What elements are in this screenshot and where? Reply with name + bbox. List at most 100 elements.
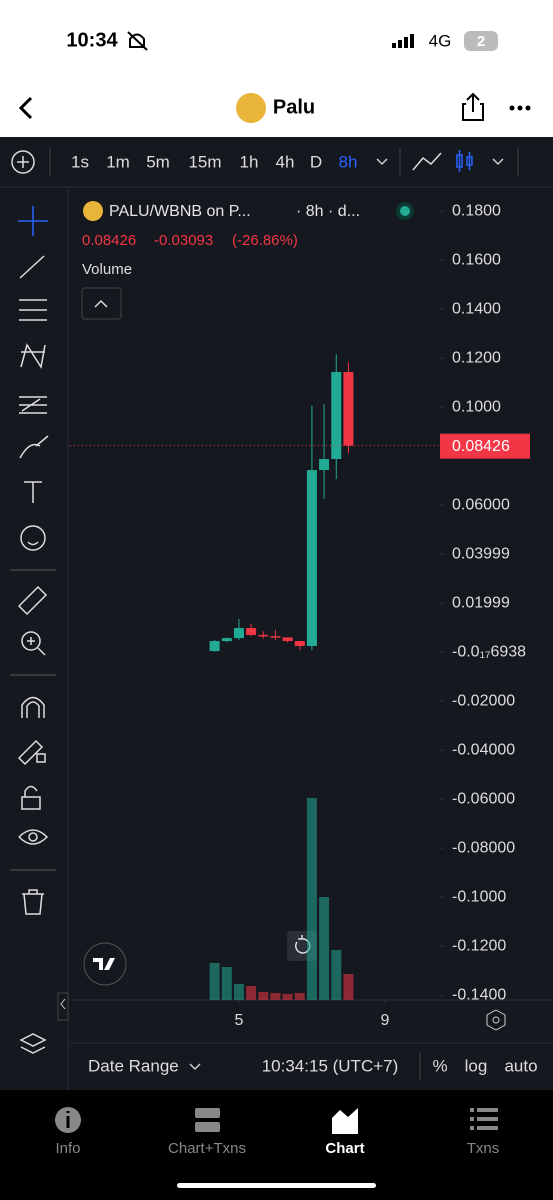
volume-bar [246,986,257,1000]
y-tick-label: -0.02000 [452,692,515,709]
live-dot [400,206,410,216]
top-area [0,0,553,137]
line-chart-button[interactable] [412,152,442,171]
y-tick-label: 0.1400 [452,300,501,317]
y-tick-label: 0.1800 [452,202,501,219]
y-tick-label: 0.06000 [452,496,510,513]
date-range[interactable]: Date Range [88,1056,179,1075]
chart-icon [332,1108,358,1134]
add-indicator-button[interactable] [11,150,35,174]
candle-body [306,470,317,646]
volume-bar [270,993,281,1000]
tab-bar-bg [0,1090,553,1200]
interval-button[interactable]: 1h [240,152,259,171]
y-tick-label: -0.1000 [452,888,506,905]
y-tick-label: -0.08000 [452,839,515,856]
signal-icon [392,34,414,48]
candle-body [331,372,342,460]
y-tick-label: 0.1200 [452,349,501,366]
interval-button[interactable]: 4h [276,152,295,171]
tradingview-mark [93,958,115,970]
chart-type-dropdown[interactable] [492,158,504,166]
candle-body [209,641,220,652]
reset-icon [295,935,311,954]
y-tick-label: -0.1400 [452,986,506,1003]
network: 4G [429,31,452,50]
pair-name: PALU/WBNB on P... [109,203,251,220]
volume-bar [258,992,269,1000]
battery-level: 2 [477,33,485,50]
volume-bar [343,974,354,1000]
last-price-tag [440,433,530,459]
y-tick-label: 0.03999 [452,545,510,562]
txns-icon [470,1108,498,1130]
interval-dropdown[interactable] [376,158,388,166]
price-change: -0.03093 [154,232,213,249]
battery-icon [464,31,498,51]
time: 10:34 [66,29,118,51]
drawing-tools[interactable] [10,206,56,1054]
interval-button[interactable]: 5m [146,152,170,171]
clock: 10:34:15 (UTC+7) [262,1056,399,1075]
log-toggle[interactable]: log [465,1056,488,1075]
sidebar-toggle-arrow [60,998,66,1010]
last-price: 0.08426 [82,232,136,249]
bell-off-icon [127,31,148,51]
y-tick-label: 0.1600 [452,251,501,268]
candle-body [319,459,330,471]
interval-button[interactable]: 15m [188,152,221,171]
chart-txns-icon [195,1108,220,1132]
candle-body [343,372,354,446]
header-title: Palu [273,96,315,118]
candle-body [246,628,257,635]
chart-area-bg [0,137,553,1090]
x-tick-label: 5 [234,1012,243,1029]
interval-button[interactable]: 1m [106,152,130,171]
volume-bar [282,994,293,1000]
auto-toggle[interactable]: auto [504,1056,537,1075]
candle-body [233,628,244,639]
candle-body [294,641,305,646]
home-indicator [177,1183,376,1188]
interval-button[interactable]: D [310,152,322,171]
tab-label[interactable]: Chart [325,1140,364,1157]
candle-chart-button[interactable] [456,150,473,172]
back-button[interactable] [18,96,33,120]
collapse-button[interactable] [81,287,122,320]
y-tick-label: 0.01999 [452,594,510,611]
interval-button[interactable]: 1s [71,152,89,171]
y-tick-label: -0.1200 [452,937,506,954]
tab-label[interactable]: Txns [467,1140,500,1157]
share-button[interactable] [462,92,484,121]
settings-button[interactable] [486,1009,506,1031]
volume-bar [306,798,317,1000]
percent-toggle[interactable]: % [432,1056,447,1075]
collapse-arrow [94,299,108,308]
y-tick-label: -0.0₁₇6938 [452,643,526,660]
volume-label: Volume [82,261,132,278]
candle-body [258,634,269,637]
pair-avatar [83,201,103,221]
x-tick-label: 9 [380,1012,389,1029]
pair-meta: · 8h · d... [296,203,360,220]
candle-body [270,636,281,638]
price-change-pct: (-26.86%) [232,232,298,249]
y-tick-label: -0.06000 [452,790,515,807]
settings-icon [492,1016,500,1024]
more-button[interactable] [509,105,531,111]
tradingview-logo[interactable] [83,942,127,986]
tab-label[interactable]: Info [55,1140,80,1157]
candle-body [282,637,293,642]
date-range-dropdown [189,1063,201,1071]
volume-bar [331,950,342,1000]
last-price-tag-label: 0.08426 [452,438,510,455]
y-tick-label: -0.04000 [452,741,515,758]
volume-bar [221,967,232,1000]
tab-label[interactable]: Chart+Txns [168,1140,246,1157]
token-avatar [236,93,266,123]
volume-bar [233,984,244,1000]
interval-button[interactable]: 8h [339,152,358,171]
candle-body [221,638,232,642]
